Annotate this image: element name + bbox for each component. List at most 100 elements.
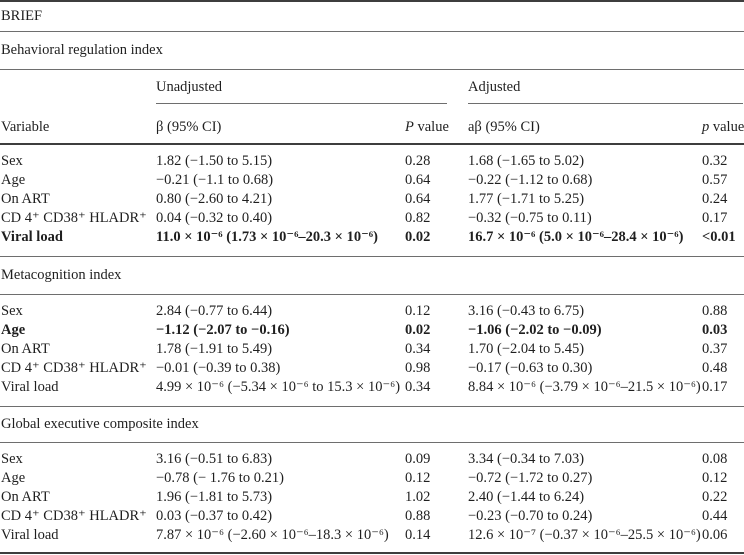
variable-cell: CD 4⁺ CD38⁺ HLADR⁺ (1, 360, 147, 376)
section-title-metacognition: Metacognition index (0, 256, 744, 295)
table-row: Age −0.78 (− 1.76 to 0.21) 0.12 −0.72 (−… (0, 469, 744, 488)
adjusted-beta-ci-cell: 12.6 × 10⁻⁷ (−0.37 × 10⁻⁶–25.5 × 10⁻⁶) (468, 526, 702, 554)
adjusted-beta-ci-cell: −0.72 (−1.72 to 0.27) (468, 470, 593, 486)
p-value-cell: 0.12 (405, 470, 431, 486)
group-header-spacer (0, 70, 156, 105)
table-row: CD 4⁺ CD38⁺ HLADR⁺ −0.01 (−0.39 to 0.38)… (0, 359, 744, 378)
beta-ci-cell: 1.82 (−1.50 to 5.15) (156, 153, 273, 169)
variable-cell: Viral load (0, 378, 156, 407)
adjusted-beta-ci-cell: 8.84 × 10⁻⁶ (−3.79 × 10⁻⁶–21.5 × 10⁻⁶) (468, 378, 702, 407)
table-row: Age −1.12 (−2.07 to −0.16) 0.02 −1.06 (−… (0, 321, 744, 340)
p-value-cell: 0.02 (405, 228, 468, 257)
column-header-adjusted-beta-ci: aβ (95% CI) (468, 104, 702, 145)
group-header-unadjusted: Unadjusted (156, 79, 447, 104)
column-header-adjusted-p-value: p value (702, 104, 744, 145)
variable-cell: Viral load (0, 526, 156, 554)
section-title-behavioral-regulation: Behavioral regulation index (0, 31, 744, 70)
adjusted-p-value-cell: 0.12 (702, 470, 728, 486)
adjusted-beta-ci-cell: 3.16 (−0.43 to 6.75) (468, 303, 585, 319)
p-value-cell: 0.14 (405, 526, 468, 554)
beta-ci-cell: 0.04 (−0.32 to 0.40) (156, 210, 273, 226)
table-row: Sex 1.82 (−1.50 to 5.15) 0.28 1.68 (−1.6… (0, 144, 744, 171)
adjusted-beta-ci-cell: 2.40 (−1.44 to 6.24) (468, 489, 585, 505)
adjusted-p-value-cell: 0.37 (702, 341, 728, 357)
beta-ci-cell: 1.78 (−1.91 to 5.49) (156, 341, 273, 357)
adjusted-p-value-cell: <0.01 (702, 228, 744, 257)
beta-ci-cell: 0.80 (−2.60 to 4.21) (156, 191, 273, 207)
beta-ci-cell: 11.0 × 10⁻⁶ (1.73 × 10⁻⁶–20.3 × 10⁻⁶) (156, 228, 405, 257)
adjusted-p-value-cell: 0.03 (702, 322, 728, 338)
table-row: On ART 1.96 (−1.81 to 5.73) 1.02 2.40 (−… (0, 488, 744, 507)
p-value-cell: 0.88 (405, 508, 431, 524)
variable-cell: Sex (1, 303, 23, 319)
variable-cell: On ART (1, 191, 50, 207)
p-value-cell: 1.02 (405, 489, 431, 505)
variable-cell: On ART (1, 341, 50, 357)
table-row: On ART 0.80 (−2.60 to 4.21) 0.64 1.77 (−… (0, 190, 744, 209)
variable-cell: Age (1, 172, 26, 188)
beta-ci-cell: 0.03 (−0.37 to 0.42) (156, 508, 273, 524)
variable-cell: CD 4⁺ CD38⁺ HLADR⁺ (1, 508, 147, 524)
adjusted-beta-ci-cell: −0.23 (−0.70 to 0.24) (468, 508, 593, 524)
section-title-row: Global executive composite index (0, 406, 744, 443)
p-value-cell: 0.02 (405, 322, 431, 338)
adjusted-beta-ci-cell: 1.77 (−1.71 to 5.25) (468, 191, 585, 207)
table-row: Viral load 4.99 × 10⁻⁶ (−5.34 × 10⁻⁶ to … (0, 378, 744, 407)
variable-cell: Age (1, 322, 26, 338)
adjusted-beta-ci-cell: −0.32 (−0.75 to 0.11) (468, 210, 592, 226)
variable-cell: CD 4⁺ CD38⁺ HLADR⁺ (1, 210, 147, 226)
column-header-variable: Variable (0, 104, 156, 145)
section-title-row: Behavioral regulation index (0, 31, 744, 70)
beta-ci-cell: −0.01 (−0.39 to 0.38) (156, 360, 281, 376)
adjusted-p-value-cell: 0.17 (702, 378, 744, 407)
p-value-italic: P (405, 119, 414, 135)
p-value-cell: 0.28 (405, 153, 431, 169)
beta-ci-cell: 2.84 (−0.77 to 6.44) (156, 303, 273, 319)
variable-cell: Sex (1, 153, 23, 169)
adjusted-p-value-cell: 0.32 (702, 153, 728, 169)
adjusted-beta-ci-cell: −1.06 (−2.02 to −0.09) (468, 322, 602, 338)
p-value-cell: 0.64 (405, 172, 431, 188)
adjusted-beta-ci-cell: 3.34 (−0.34 to 7.03) (468, 451, 585, 467)
p-value-cell: 0.82 (405, 210, 431, 226)
p-value-cell: 0.64 (405, 191, 431, 207)
adjusted-beta-ci-cell: −0.17 (−0.63 to 0.30) (468, 360, 593, 376)
beta-ci-cell: 4.99 × 10⁻⁶ (−5.34 × 10⁻⁶ to 15.3 × 10⁻⁶… (156, 378, 405, 407)
table-row: Viral load 7.87 × 10⁻⁶ (−2.60 × 10⁻⁶–18.… (0, 526, 744, 554)
adjusted-beta-ci-cell: 1.68 (−1.65 to 5.02) (468, 153, 585, 169)
variable-cell: Sex (1, 451, 23, 467)
adjusted-p-value-cell: 0.44 (702, 508, 728, 524)
adjusted-p-value-cell: 0.24 (702, 191, 728, 207)
section-title-row: Metacognition index (0, 256, 744, 295)
adjusted-beta-ci-cell: −0.22 (−1.12 to 0.68) (468, 172, 593, 188)
adjusted-beta-ci-cell: 16.7 × 10⁻⁶ (5.0 × 10⁻⁶–28.4 × 10⁻⁶) (468, 228, 702, 257)
adjusted-p-value-cell: 0.17 (702, 210, 728, 226)
column-header-p-value: P value (405, 104, 468, 145)
variable-cell: On ART (1, 489, 50, 505)
table-row: Sex 2.84 (−0.77 to 6.44) 0.12 3.16 (−0.4… (0, 295, 744, 322)
beta-ci-cell: 3.16 (−0.51 to 6.83) (156, 451, 273, 467)
group-header-adjusted-cell: Adjusted (468, 70, 744, 104)
table-row: On ART 1.78 (−1.91 to 5.49) 0.34 1.70 (−… (0, 340, 744, 359)
group-header-adjusted: Adjusted (468, 79, 744, 104)
table-title-row: BRIEF (0, 0, 744, 32)
table-title: BRIEF (0, 0, 744, 32)
adjusted-p-value-cell: 0.48 (702, 360, 728, 376)
table-row: Age −0.21 (−1.1 to 0.68) 0.64 −0.22 (−1.… (0, 171, 744, 190)
table-row: Sex 3.16 (−0.51 to 6.83) 0.09 3.34 (−0.3… (0, 443, 744, 470)
adjusted-p-value-rest: value (709, 119, 744, 135)
p-value-cell: 0.34 (405, 378, 468, 407)
table-row: Viral load 11.0 × 10⁻⁶ (1.73 × 10⁻⁶–20.3… (0, 228, 744, 257)
p-value-cell: 0.12 (405, 303, 431, 319)
adjusted-p-value-cell: 0.88 (702, 303, 728, 319)
group-header-unadjusted-cell: Unadjusted (156, 70, 468, 104)
section-title-global-executive: Global executive composite index (0, 406, 744, 443)
beta-ci-cell: −1.12 (−2.07 to −0.16) (156, 322, 290, 338)
adjusted-p-value-italic: p (702, 119, 710, 135)
group-header-row: Unadjusted Adjusted (0, 70, 744, 105)
table-row: CD 4⁺ CD38⁺ HLADR⁺ 0.04 (−0.32 to 0.40) … (0, 209, 744, 228)
column-header-row: Variable β (95% CI) P value aβ (95% CI) … (0, 104, 744, 145)
beta-ci-cell: −0.21 (−1.1 to 0.68) (156, 172, 274, 188)
